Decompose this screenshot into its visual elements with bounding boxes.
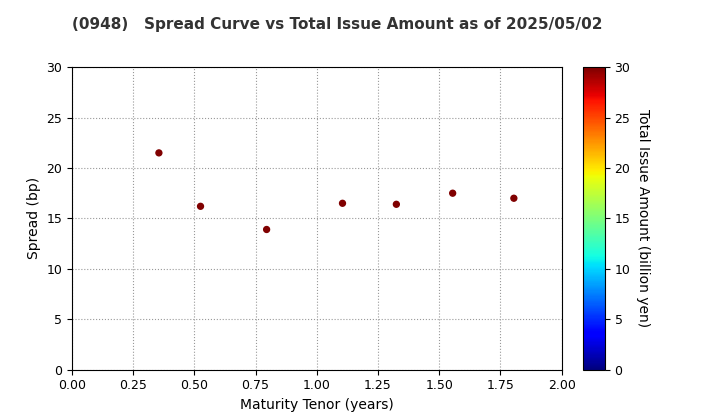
Point [194,203,207,210]
Point [261,226,272,233]
Y-axis label: Total Issue Amount (billion yen): Total Issue Amount (billion yen) [636,109,650,328]
Point [153,150,165,156]
X-axis label: Maturity Tenor (years): Maturity Tenor (years) [240,398,394,412]
Y-axis label: Spread (bp): Spread (bp) [27,177,41,260]
Text: (0948)   Spread Curve vs Total Issue Amount as of 2025/05/02: (0948) Spread Curve vs Total Issue Amoun… [72,17,603,32]
Point [337,200,348,207]
Point [390,201,402,207]
Point [508,195,520,202]
Point [447,190,459,197]
